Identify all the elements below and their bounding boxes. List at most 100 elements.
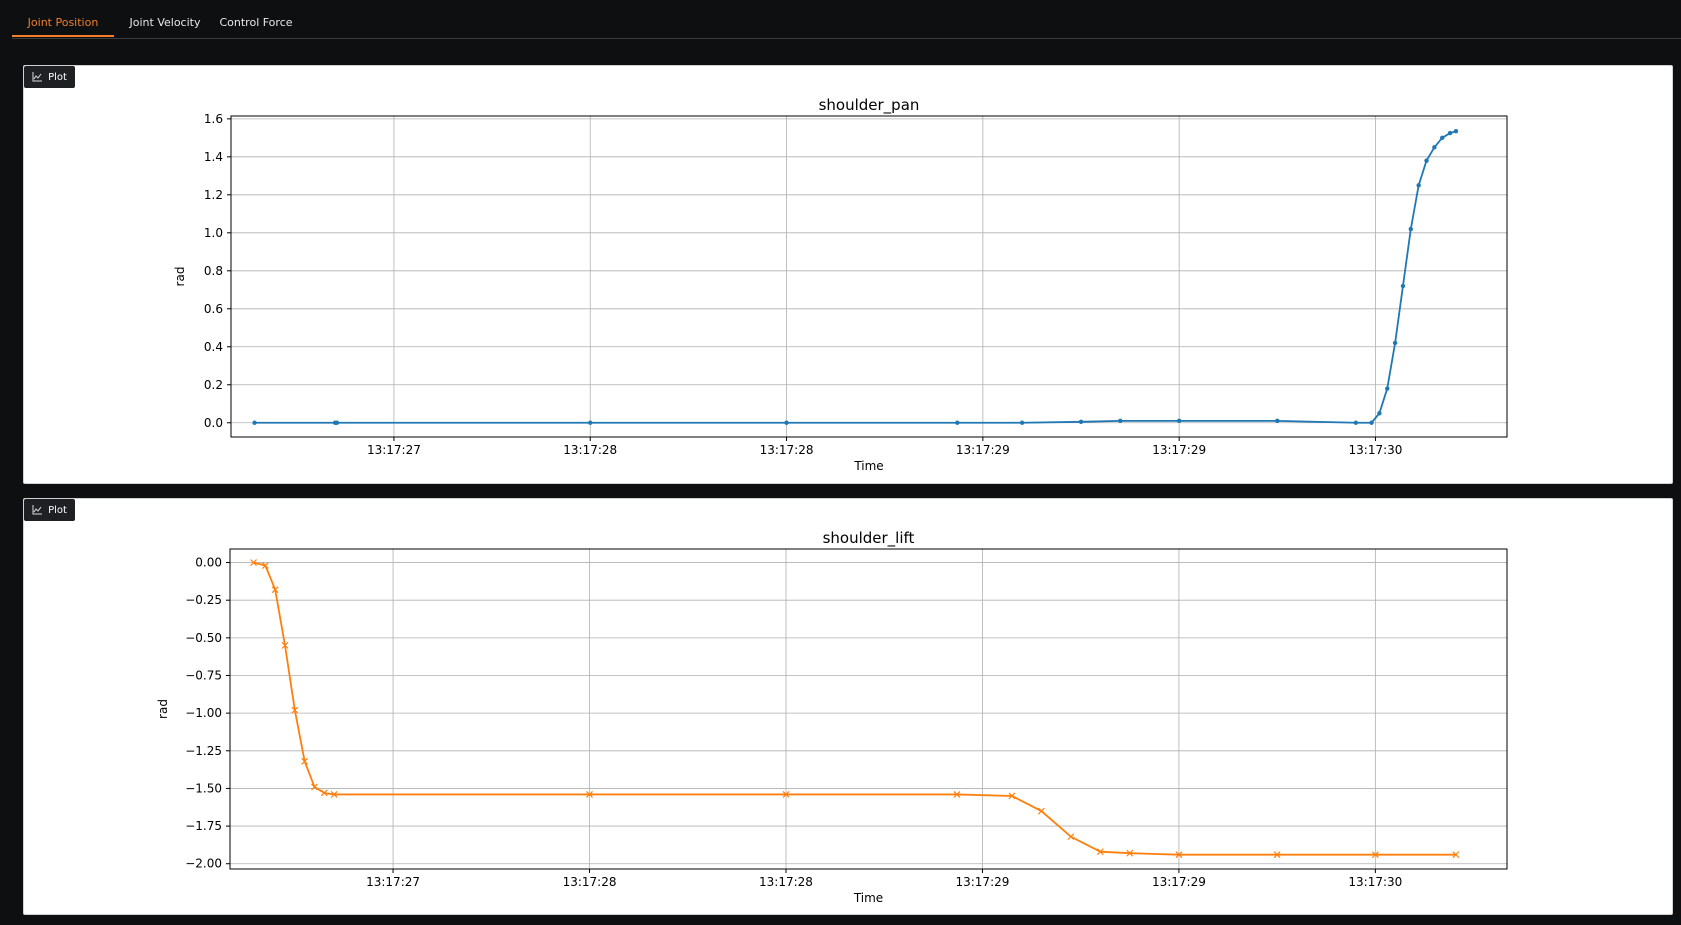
data-point [1416, 183, 1421, 188]
data-point [1385, 386, 1390, 391]
data-point [1369, 420, 1374, 425]
data-point [334, 420, 340, 425]
data-point [311, 783, 318, 791]
data-point [782, 791, 790, 798]
tab-joint-velocity[interactable]: Joint Velocity [129, 16, 201, 29]
y-tick-label: −1.50 [185, 781, 222, 795]
data-point [1019, 420, 1025, 425]
x-tick-label: 13:17:28 [563, 875, 617, 889]
x-tick-label: 13:17:27 [367, 443, 421, 457]
plot-panel-shoulder-pan: 13:17:27 13:17:28 13:17:28 13:17:29 13:17:29… [23, 65, 1673, 484]
chart1-grid [230, 549, 1507, 869]
y-tick-label: 0.8 [204, 264, 223, 278]
x-tick-label: 13:17:27 [366, 875, 420, 889]
chart-shoulder-pan: 13:17:27 13:17:28 13:17:28 13:17:29 13:17:29… [173, 96, 1508, 473]
y-axis-label: rad [173, 267, 187, 287]
y-tick-label: 1.0 [204, 226, 223, 240]
data-point [281, 641, 289, 649]
y-tick-label: −2.00 [185, 857, 222, 871]
x-tick-label: 13:17:29 [1152, 443, 1206, 457]
y-tick-label: −0.50 [185, 631, 222, 645]
data-point [1453, 128, 1459, 134]
data-point [1408, 226, 1414, 232]
tab-bar: Joint Position Joint Velocity Control Fo… [12, 0, 1681, 39]
series-line [253, 561, 1456, 856]
plot-button[interactable]: Plot [24, 499, 75, 521]
chart-icon [32, 72, 43, 82]
y-tick-label: −1.75 [185, 819, 222, 833]
data-point [1118, 418, 1123, 424]
data-point [1078, 419, 1084, 425]
chart-title: shoulder_lift [823, 529, 915, 548]
chart-shoulder-lift: 13:17:27 13:17:28 13:17:28 13:17:29 13:17:29… [156, 529, 1508, 905]
data-point [1176, 418, 1182, 424]
data-point [1275, 418, 1280, 424]
tab-control-force[interactable]: Control Force [219, 16, 293, 29]
data-point [1008, 792, 1016, 800]
tab-joint-position[interactable]: Joint Position [12, 0, 114, 37]
data-point [1096, 848, 1104, 856]
plot-frame [229, 548, 1508, 870]
x-tick-label: 13:17:28 [760, 443, 814, 457]
plot-button[interactable]: Plot [24, 66, 75, 88]
y-tick-label: 1.4 [204, 150, 223, 164]
data-point [1452, 851, 1460, 859]
x-axis-label: Time [853, 891, 883, 905]
y-tick-label: 0.0 [204, 416, 223, 430]
x-tick-label: 13:17:28 [759, 875, 813, 889]
data-point [953, 791, 961, 798]
data-point [1440, 135, 1445, 141]
y-tick-label: −0.75 [185, 668, 222, 682]
data-point [1432, 145, 1437, 150]
plot-frame [230, 115, 1508, 438]
plot-button-label: Plot [48, 71, 67, 83]
data-point [1273, 851, 1281, 859]
data-point [1424, 158, 1429, 163]
data-point [1371, 851, 1379, 859]
y-tick-label: 0.6 [204, 302, 223, 316]
x-axis-label: Time [853, 459, 883, 473]
data-point [1067, 833, 1075, 841]
data-point [1353, 420, 1359, 425]
data-point [301, 757, 309, 765]
data-point [1400, 283, 1406, 289]
data-point [1175, 851, 1183, 859]
x-tick-label: 13:17:30 [1348, 875, 1402, 889]
y-tick-label: 0.4 [204, 340, 223, 354]
x-tick-label: 13:17:28 [563, 443, 617, 457]
plot-button-label: Plot [48, 504, 67, 516]
data-point [1447, 130, 1453, 136]
data-point [291, 706, 299, 714]
chart1-markers [250, 559, 1460, 859]
data-point [330, 791, 338, 798]
data-point [271, 586, 279, 594]
chart0-markers [252, 128, 1459, 425]
data-point [588, 420, 593, 425]
y-tick-label: −1.00 [185, 706, 222, 720]
x-tick-label: 13:17:29 [956, 443, 1010, 457]
data-point [250, 559, 257, 566]
data-point [1126, 849, 1134, 857]
data-point [784, 420, 789, 425]
y-tick-label: 1.2 [204, 188, 223, 202]
data-point [261, 562, 269, 569]
data-point [1392, 340, 1398, 346]
data-point [586, 791, 593, 798]
y-tick-label: 0.00 [195, 556, 222, 570]
chart0-grid [231, 116, 1507, 437]
y-tick-label: 0.2 [204, 378, 223, 392]
chart-title: shoulder_pan [819, 96, 920, 115]
chart-icon [32, 505, 43, 515]
series-line [254, 130, 1457, 424]
x-tick-label: 13:17:29 [955, 875, 1009, 889]
y-tick-label: −1.25 [185, 744, 222, 758]
y-axis-label: rad [156, 699, 170, 719]
data-point [1037, 807, 1045, 815]
x-tick-label: 13:17:30 [1349, 443, 1403, 457]
data-point [252, 420, 257, 425]
y-tick-label: −0.25 [185, 593, 222, 607]
x-tick-label: 13:17:29 [1152, 875, 1206, 889]
data-point [1377, 411, 1382, 416]
data-point [955, 420, 960, 425]
data-point [320, 789, 328, 797]
